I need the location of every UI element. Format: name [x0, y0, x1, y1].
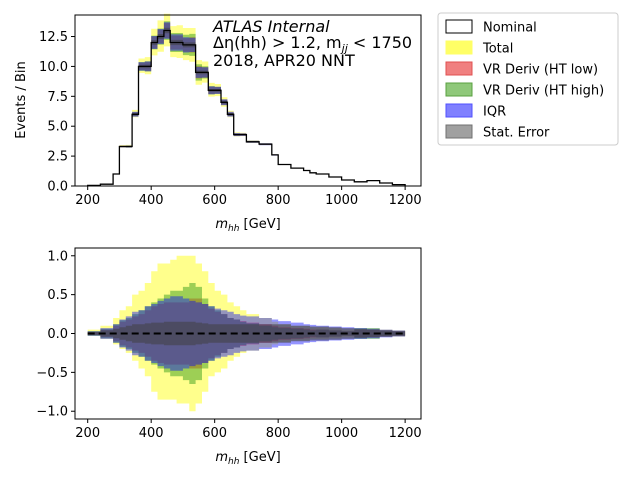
legend-label: Stat. Error [483, 126, 550, 141]
y-tick-label: 12.5 [39, 30, 68, 45]
legend-label: VR Deriv (HT low) [483, 63, 598, 78]
main-axes-frame [74, 14, 422, 187]
y-tick-label: 10.0 [39, 60, 68, 75]
x-tick-label: 400 [139, 193, 164, 208]
x-tick-label: 800 [266, 193, 291, 208]
x-tick-label: 600 [202, 193, 227, 208]
y-tick-label: −1.0 [36, 405, 68, 420]
x-tick-label: 600 [202, 426, 227, 441]
y-tick-label: 2.5 [47, 150, 68, 165]
nominal-step-line [87, 29, 406, 187]
y-tick-label: 0.0 [47, 327, 68, 342]
y-tick-label: −0.5 [36, 366, 68, 381]
y-tick-label: 1.0 [47, 249, 68, 264]
ratio-plot: 200 400 600 800 1000 1200 −1.0 −0.5 0.0 0.5 1.0 m… [36, 247, 422, 467]
legend-swatch [445, 61, 473, 76]
legend-entries: Nominal Total VR Deriv (HT low) VR Deriv (H… [445, 19, 604, 141]
y-tick-label: 7.5 [47, 90, 68, 105]
legend-frame [437, 12, 619, 146]
legend-label: IQR [483, 105, 506, 120]
nominal-histogram [87, 29, 406, 187]
legend-label: Nominal [483, 21, 537, 36]
legend-swatch [445, 124, 473, 139]
x-tick-label: 400 [139, 426, 164, 441]
legend-swatch [445, 19, 473, 34]
legend: Nominal Total VR Deriv (HT low) VR Deriv (H… [437, 12, 619, 146]
x-tick-label: 200 [75, 193, 100, 208]
x-tick-label: 1200 [389, 193, 422, 208]
main-y-ticks: 0.0 2.5 5.0 7.5 10.0 12.5 [39, 30, 75, 195]
legend-swatch [445, 40, 473, 55]
ratio-y-ticks: −1.0 −0.5 0.0 0.5 1.0 [36, 249, 75, 420]
x-tick-label: 1000 [325, 426, 358, 441]
plot-annotations: ATLAS Internal Δη(hh) > 1.2, mjj < 1750 … [212, 17, 412, 70]
y-tick-label: 0.0 [47, 180, 68, 195]
legend-label: Total [482, 42, 513, 57]
legend-swatch [445, 82, 473, 97]
legend-label: VR Deriv (HT high) [483, 84, 604, 99]
dataset-label: 2018, APR20 NNT [213, 51, 355, 70]
x-tick-label: 200 [75, 426, 100, 441]
main-x-ticks: 200 400 600 800 1000 1200 [75, 186, 422, 208]
main-y-axis-label: Events / Bin [14, 61, 29, 138]
x-tick-label: 800 [266, 426, 291, 441]
ratio-x-axis-label: mhh [GeV] [215, 450, 280, 467]
x-tick-label: 1200 [389, 426, 422, 441]
atlas-label: ATLAS Internal [212, 17, 330, 36]
selection-label: Δη(hh) > 1.2, mjj < 1750 [213, 33, 412, 55]
x-tick-label: 1000 [325, 193, 358, 208]
main-x-axis-label: mhh [GeV] [215, 217, 280, 234]
ratio-x-ticks: 200 400 600 800 1000 1200 [75, 419, 422, 441]
y-tick-label: 5.0 [47, 120, 68, 135]
legend-swatch [445, 103, 473, 118]
y-tick-label: 0.5 [47, 288, 68, 303]
main-plot: 200 400 600 800 1000 1200 0.0 2.5 5.0 7.5 10.0 12.… [14, 13, 422, 234]
